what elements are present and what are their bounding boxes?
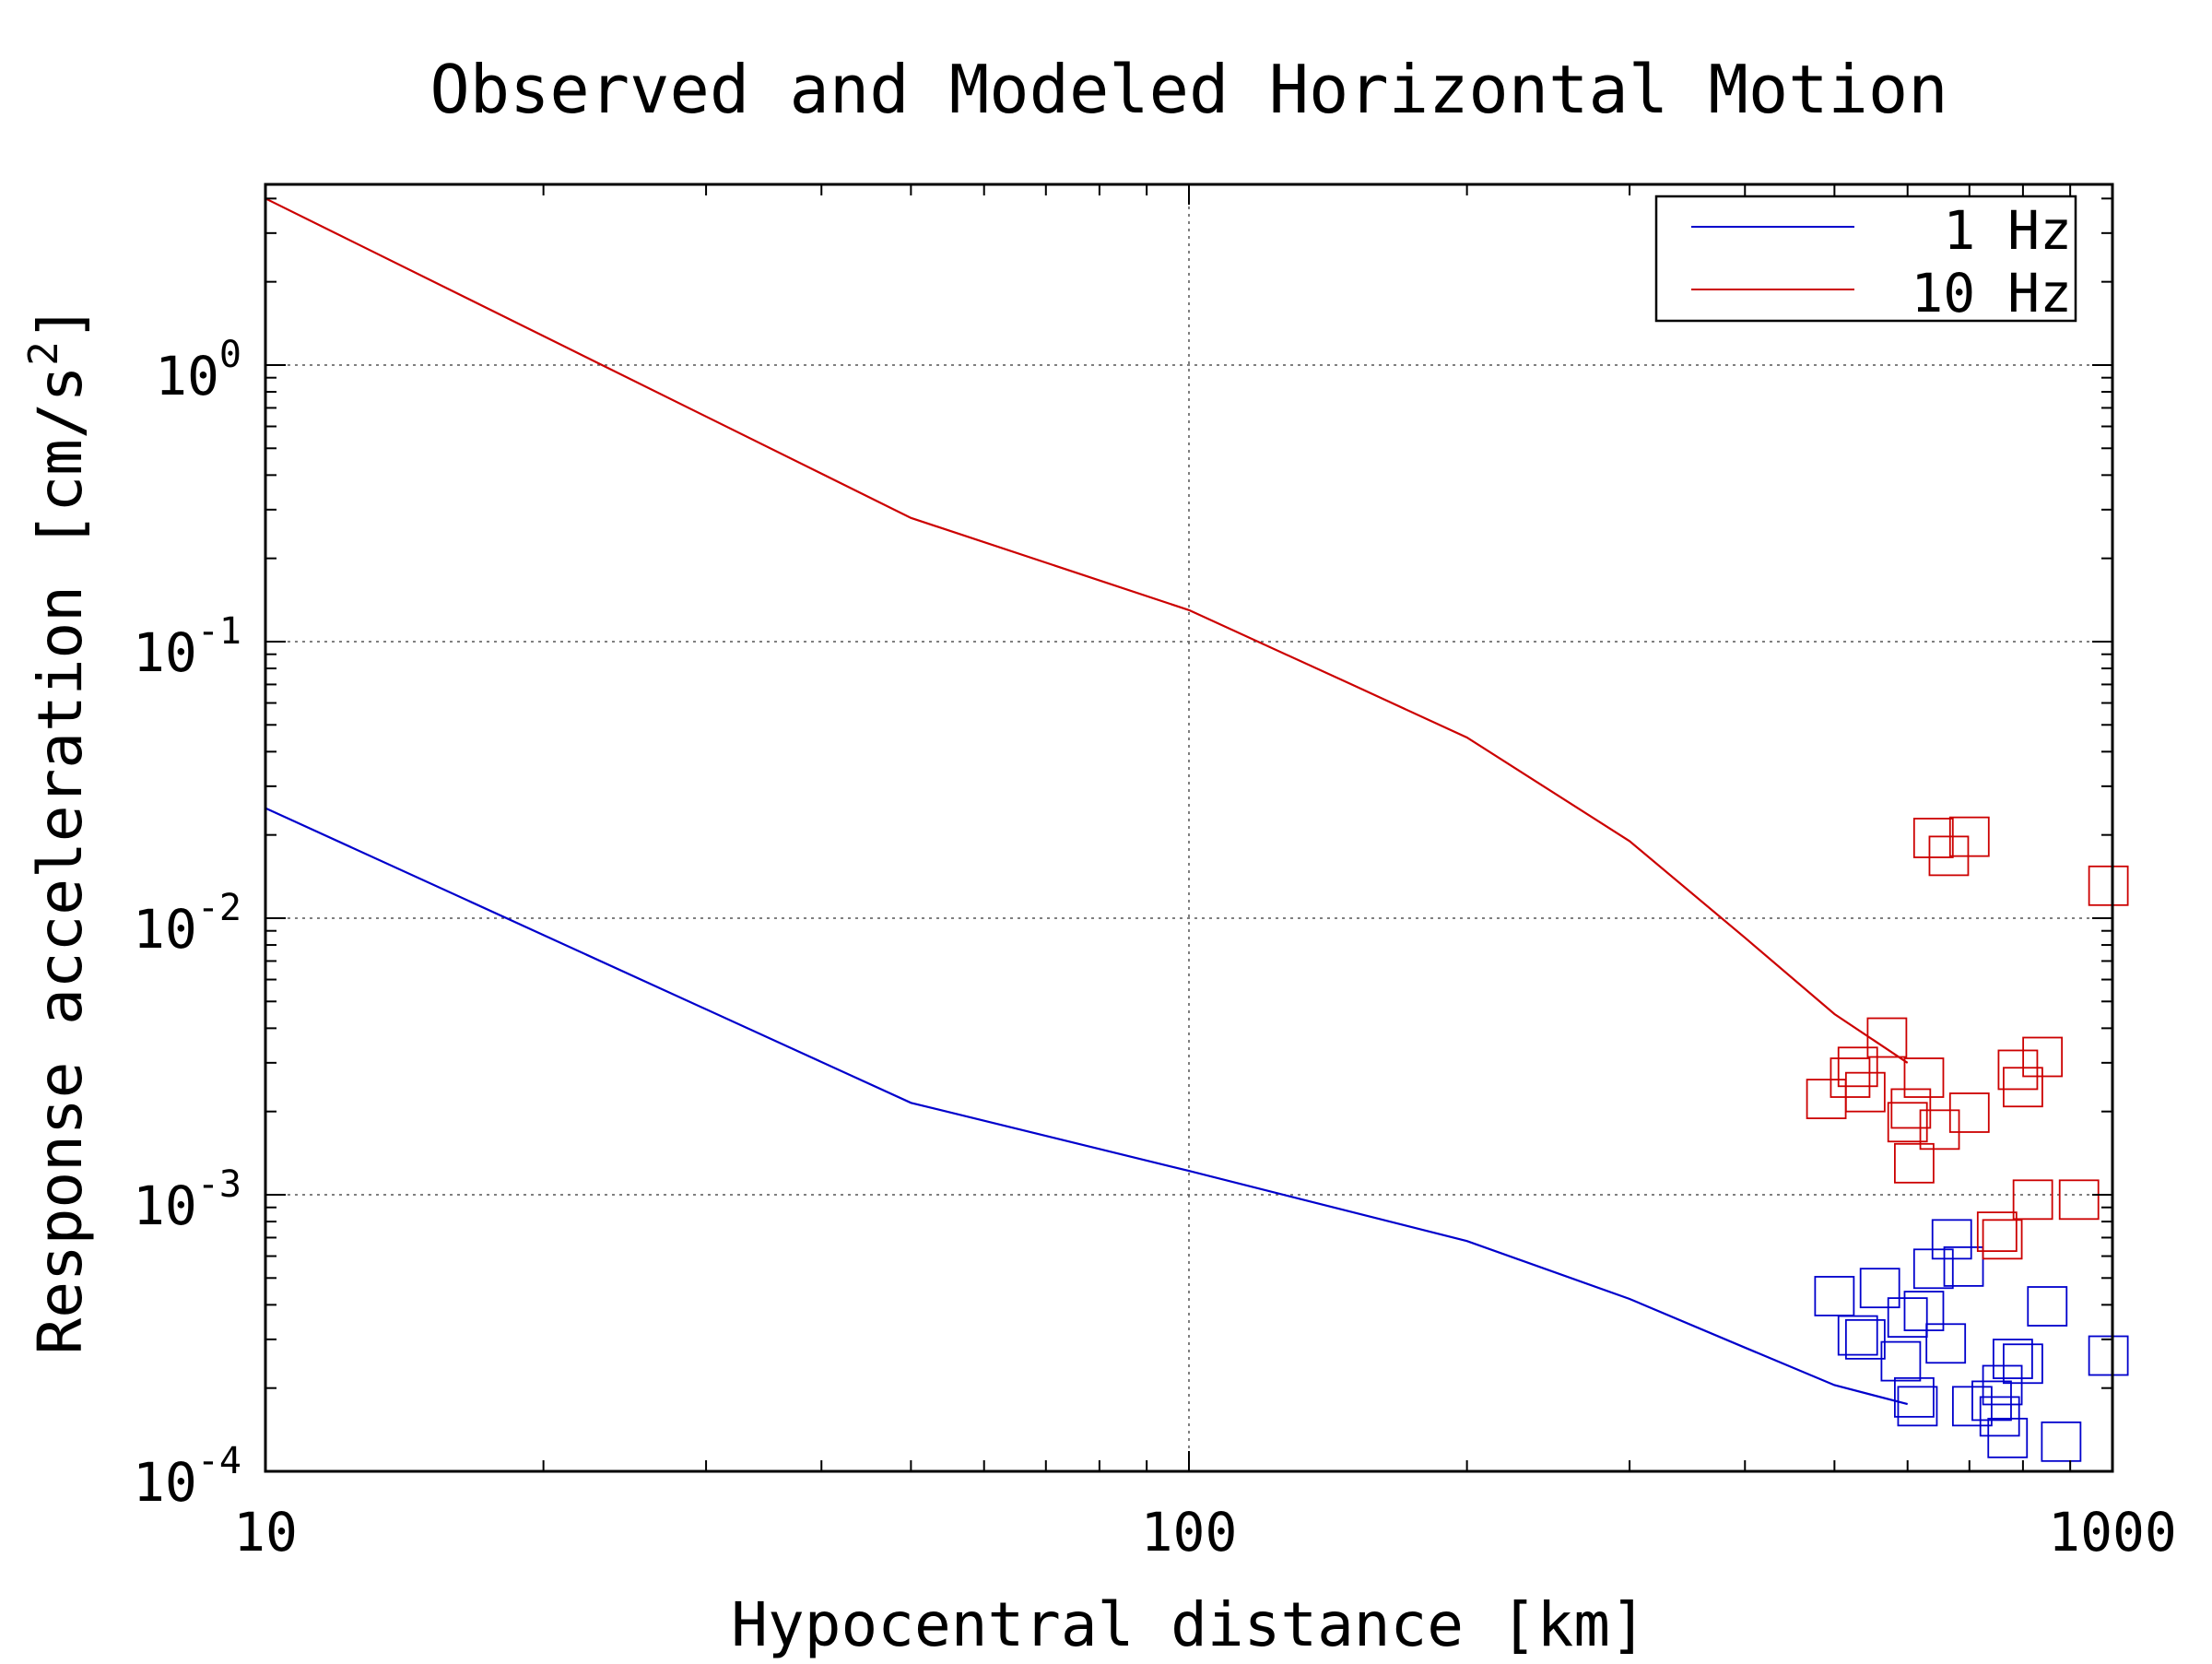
observed-point-10hz [1903,1057,1945,1098]
y-tick-label: 10-4 [133,1440,241,1514]
x-axis-label: Hypocentral distance [km] [731,1589,1646,1659]
observed-point-1hz [1894,1376,1935,1418]
y-axis-label-tail: ] [25,304,96,341]
legend-label-1hz: 1 Hz [1943,199,2072,262]
observed-point-10hz [1887,1102,1928,1143]
plot-area [265,197,2129,1462]
observed-point-10hz [1890,1088,1932,1129]
y-tick-exponent: -3 [197,1163,241,1206]
y-tick-label: 10-2 [133,887,241,961]
legend-label-10hz: 10 Hz [1911,262,2072,325]
observed-point-1hz [1971,1380,2012,1422]
observed-point-10hz [1866,1017,1908,1058]
observed-point-10hz [2022,1036,2064,1078]
observed-point-10hz [1912,818,1954,858]
x-tick-labels: 10 100 1000 [233,1501,2177,1564]
observed-point-1hz [1925,1323,1967,1364]
observed-point-10hz [2012,1179,2053,1221]
observed-point-1hz [2027,1286,2068,1327]
y-tick-label: 100 [155,334,241,407]
observed-point-10hz [2088,865,2129,906]
y-tick-base: 10 [133,621,197,684]
observed-point-1hz [2088,1335,2129,1376]
model-line-10hz [265,197,1909,1064]
observed-point-1hz [1982,1364,2023,1406]
observed-point-10hz [1976,1211,2018,1253]
observed-point-1hz [1903,1291,1945,1331]
y-tick-exponent: -1 [197,610,241,653]
observed-point-10hz [1997,1049,2039,1091]
observed-point-10hz [1844,1071,1886,1113]
observed-point-1hz [1887,1297,1928,1339]
axis-ticks [265,184,2112,1472]
chart-title: Observed and Modeled Horizontal Motion [429,51,1947,128]
observed-point-10hz [1919,1109,1960,1151]
y-tick-label: 10-3 [133,1163,241,1237]
observed-point-10hz [1837,1046,1878,1088]
y-tick-exponent: -4 [197,1440,241,1482]
observed-point-1hz [1897,1386,1938,1427]
observed-point-10hz [1948,816,1990,857]
x-tick-label: 100 [1141,1501,1238,1564]
y-tick-base: 10 [133,1174,197,1237]
observed-point-1hz [1987,1417,2029,1458]
observed-point-10hz [1830,1057,1871,1098]
observed-point-1hz [1992,1339,2033,1379]
observed-point-1hz [1859,1268,1900,1309]
x-tick-label: 10 [233,1501,298,1564]
y-axis-label-sup: 2 [20,341,67,366]
grid-lines [265,184,2112,1471]
observed-point-1hz [1912,1248,1954,1290]
observed-point-1hz [2002,1343,2043,1385]
y-tick-label: 10-1 [133,610,241,684]
y-tick-base: 10 [133,1451,197,1514]
observed-point-1hz [1979,1396,2020,1437]
observed-point-10hz [1894,1142,1935,1184]
legend: 1 Hz 10 Hz [1654,195,2077,325]
y-tick-base: 10 [133,898,197,961]
observed-point-10hz [1948,1092,1990,1133]
observed-point-1hz [1880,1340,1922,1382]
y-tick-exponent: 0 [219,334,241,376]
y-axis-label-main: Response acceleration [cm/s [25,366,96,1355]
x-tick-label: 1000 [2048,1501,2177,1564]
observed-point-10hz [1982,1219,2023,1260]
observed-point-1hz [1837,1315,1878,1356]
observed-point-1hz [2041,1421,2082,1462]
model-line-1hz [265,807,1908,1406]
y-tick-base: 10 [155,345,219,407]
observed-point-1hz [1844,1318,1886,1360]
observed-point-1hz [1943,1245,1984,1287]
y-axis-label: Response acceleration [cm/s2] [20,304,96,1354]
legend-box [1654,195,2077,323]
observed-point-1hz [1814,1276,1855,1316]
plot-frame [264,183,2114,1473]
observed-point-1hz [1931,1219,1972,1260]
y-tick-exponent: -2 [197,887,241,929]
observed-point-10hz [2058,1179,2100,1221]
